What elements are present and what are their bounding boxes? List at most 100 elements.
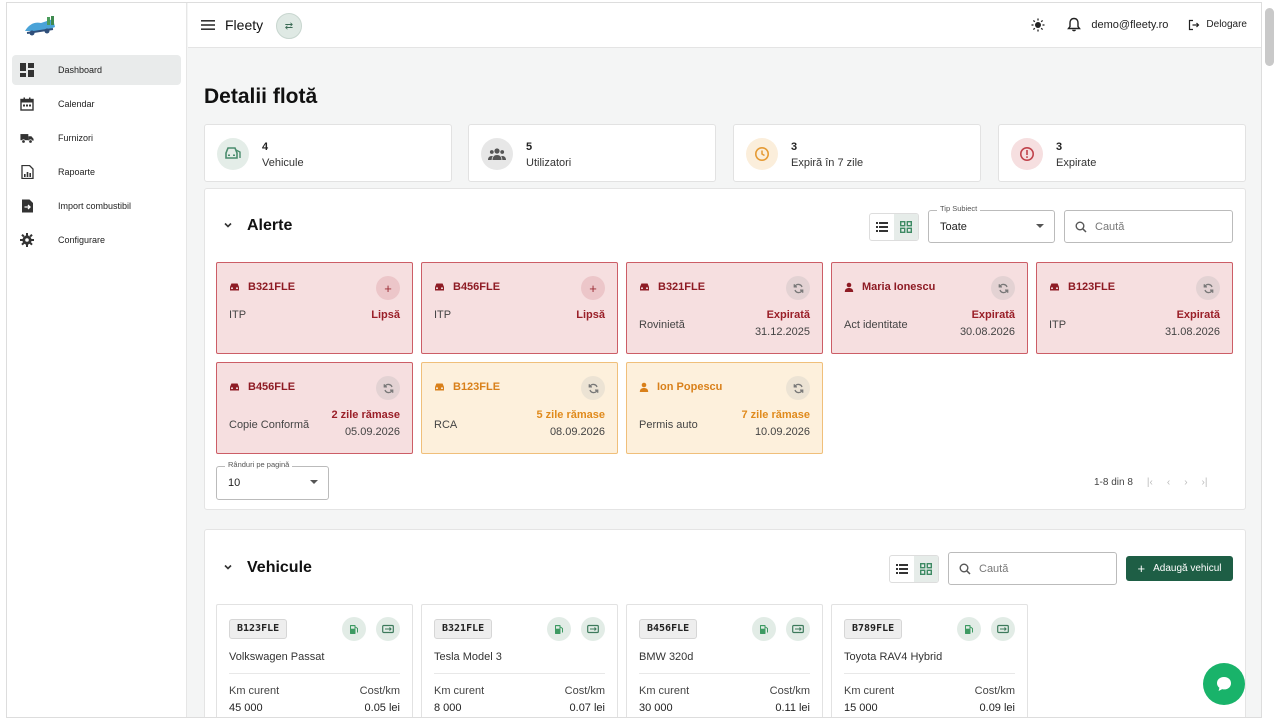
fleety-logo [25, 16, 55, 36]
sidebar-item-dashboard[interactable]: Dashboard [12, 55, 181, 85]
vehicle-card[interactable]: B456FLE BMW 320d Km curent 30 000 Cost/km 0.1… [626, 604, 823, 717]
search-icon [959, 563, 971, 575]
rows-per-page-value: 10 [228, 477, 241, 489]
vehicle-card[interactable]: B789FLE Toyota RAV4 Hybrid Km curent 15 000… [831, 604, 1028, 717]
sidebar: Dashboard Calendar Furnizori Rapoarte Import… [7, 3, 187, 717]
alert-card[interactable]: B321FLE Rovinietă Expirată 31.12.2025 [626, 262, 823, 354]
sidebar-nav: Dashboard Calendar Furnizori Rapoarte Import… [12, 55, 181, 259]
sidebar-item-rapoarte[interactable]: Rapoarte [12, 157, 181, 187]
calendar-icon [20, 97, 34, 111]
last-page-icon[interactable]: ›| [1201, 477, 1208, 488]
alert-status: 5 zile rămase [536, 409, 606, 421]
sidebar-item-configurare[interactable]: Configurare [12, 225, 181, 255]
vehicle-card[interactable]: B123FLE Volkswagen Passat Km curent 45 000 C… [216, 604, 413, 717]
stat-value: 3 [791, 141, 798, 153]
first-page-icon[interactable]: |‹ [1146, 477, 1153, 488]
add-vehicle-button[interactable]: + Adaugă vehicul [1126, 556, 1233, 581]
stat-value: 3 [1056, 141, 1063, 153]
renew-document-button[interactable] [786, 276, 810, 300]
page-scrollbar[interactable] [1265, 8, 1274, 66]
chat-icon [1217, 677, 1231, 691]
rows-per-page-select[interactable]: Rânduri pe pagină 10 [216, 460, 329, 500]
sidebar-item-label: Import combustibil [58, 201, 132, 211]
car-icon [434, 282, 445, 292]
pagination: 1-8 din 8 |‹ ‹ › ›| [1094, 477, 1207, 488]
fuel-pump-icon [965, 624, 973, 634]
alert-card[interactable]: Ion Popescu Permis auto 7 zile rămase 10.09… [626, 362, 823, 454]
renew-document-button[interactable] [581, 376, 605, 400]
fuel-button[interactable] [752, 617, 776, 641]
search-icon [1075, 221, 1087, 233]
sidebar-item-label: Rapoarte [58, 167, 96, 177]
km-value: 30 000 [639, 702, 673, 714]
grid-view-icon[interactable] [894, 214, 918, 240]
prev-page-icon[interactable]: ‹ [1166, 477, 1171, 488]
car-transfer-icon [792, 624, 804, 634]
person-icon [844, 282, 854, 292]
alerts-header[interactable]: Alerte [223, 217, 292, 235]
alert-card[interactable]: B123FLE ITP Expirată 31.08.2026 [1036, 262, 1233, 354]
alert-status: Expirată [1176, 309, 1220, 321]
alert-card[interactable]: B456FLE + ITP Lipsă [421, 262, 618, 354]
add-document-button[interactable]: + [581, 276, 605, 300]
cost-label: Cost/km [769, 685, 810, 697]
stat-label: Utilizatori [526, 157, 572, 169]
alert-subject: Maria Ionescu [862, 281, 936, 293]
fuel-button[interactable] [957, 617, 981, 641]
grid-view-icon[interactable] [914, 556, 938, 582]
alert-card[interactable]: Maria Ionescu Act identitate Expirată 30.08… [831, 262, 1028, 354]
page-title: Detalii flotă [204, 85, 318, 108]
alert-status: Lipsă [576, 309, 605, 321]
top-bar: Fleety ⇄ demo@fleety.ro Delogare [188, 3, 1261, 48]
renew-document-button[interactable] [991, 276, 1015, 300]
vehicle-model: BMW 320d [639, 651, 694, 663]
user-email[interactable]: demo@fleety.ro [1091, 18, 1169, 31]
stat-value: 5 [526, 141, 533, 153]
alert-subject: Ion Popescu [657, 381, 723, 393]
logout-button[interactable]: Delogare [1188, 19, 1247, 31]
transfer-button[interactable] [786, 617, 810, 641]
license-plate: B456FLE [639, 619, 698, 639]
transfer-button[interactable] [376, 617, 400, 641]
fuel-pump-icon [350, 624, 358, 634]
sidebar-item-furnizori[interactable]: Furnizori [12, 123, 181, 153]
renew-document-button[interactable] [376, 376, 400, 400]
sidebar-item-calendar[interactable]: Calendar [12, 89, 181, 119]
subject-type-value: Toate [940, 221, 967, 233]
list-view-icon[interactable] [870, 214, 894, 240]
chevron-down-icon[interactable] [223, 220, 233, 233]
subject-type-select[interactable]: Tip Subiect Toate [928, 204, 1055, 243]
transfer-button[interactable] [991, 617, 1015, 641]
chevron-down-icon[interactable] [223, 562, 233, 575]
chat-button[interactable] [1203, 663, 1245, 705]
vehicle-card[interactable]: B321FLE Tesla Model 3 Km curent 8 000 Cost/k… [421, 604, 618, 717]
vehicles-header[interactable]: Vehicule [223, 559, 312, 577]
sync-button[interactable]: ⇄ [276, 13, 302, 39]
renew-document-button[interactable] [1196, 276, 1220, 300]
menu-icon[interactable] [200, 17, 216, 33]
alert-date: 05.09.2026 [344, 426, 400, 438]
transfer-button[interactable] [581, 617, 605, 641]
fuel-button[interactable] [342, 617, 366, 641]
alert-card[interactable]: B456FLE Copie Conformă 2 zile rămase 05.09.… [216, 362, 413, 454]
stat-card: 3 Expirate [998, 124, 1246, 182]
theme-toggle-icon[interactable] [1031, 18, 1045, 32]
sidebar-item-import-combustibil[interactable]: Import combustibil [12, 191, 181, 221]
renew-document-button[interactable] [786, 376, 810, 400]
vehicles-search-input[interactable]: Caută [948, 552, 1117, 585]
alert-card[interactable]: B321FLE + ITP Lipsă [216, 262, 413, 354]
alert-card[interactable]: B123FLE RCA 5 zile rămase 08.09.2026 [421, 362, 618, 454]
list-view-icon[interactable] [890, 556, 914, 582]
km-label: Km curent [639, 685, 690, 697]
add-document-button[interactable]: + [376, 276, 400, 300]
alert-type: Permis auto [639, 419, 698, 431]
bell-icon[interactable] [1067, 17, 1082, 32]
next-page-icon[interactable]: › [1184, 477, 1188, 488]
add-vehicle-label: Adaugă vehicul [1153, 563, 1222, 574]
alert-subject: B321FLE [658, 281, 706, 293]
alerts-search-input[interactable]: Caută [1064, 210, 1233, 243]
alert-date: 10.09.2026 [754, 426, 810, 438]
divider [844, 673, 1015, 674]
fuel-button[interactable] [547, 617, 571, 641]
alert-date: 31.08.2026 [1164, 326, 1220, 338]
